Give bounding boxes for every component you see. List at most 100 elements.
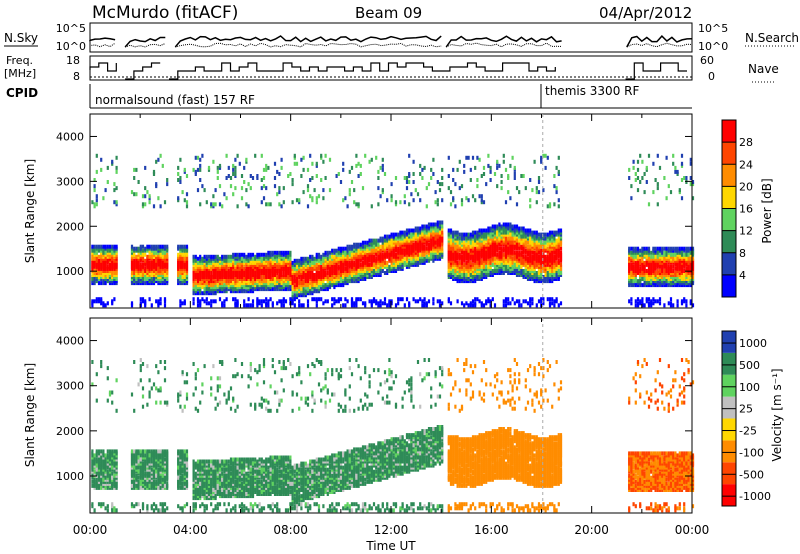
echo-cell — [434, 200, 437, 205]
echo-cell — [665, 196, 668, 201]
echo-cell — [192, 289, 195, 294]
echo-cell — [452, 167, 455, 172]
echo-cell — [201, 153, 204, 158]
echo-cell — [379, 165, 382, 170]
echo-cell — [476, 250, 479, 255]
echo-cell — [511, 256, 514, 261]
echo-cell — [249, 289, 252, 294]
echo-cell — [139, 262, 142, 267]
echo-cell — [390, 260, 393, 265]
echo-cell — [163, 269, 167, 273]
echo-cell — [291, 260, 294, 265]
echo-cell — [350, 180, 354, 184]
echo-cell — [139, 250, 142, 255]
echo-cell — [245, 279, 248, 284]
echo-cell — [540, 299, 543, 304]
echo-cell — [322, 269, 325, 273]
echo-cell — [509, 260, 512, 265]
echo-cell — [328, 250, 332, 255]
echo-cell — [480, 228, 483, 233]
echo-cell — [97, 254, 101, 259]
echo-cell — [267, 250, 270, 255]
echo-cell — [133, 260, 136, 265]
echo-cell — [106, 269, 109, 273]
echo-cell — [238, 269, 241, 273]
echo-cell — [315, 262, 318, 267]
echo-cell — [526, 256, 530, 261]
echo-cell — [542, 240, 545, 245]
echo-cell — [401, 240, 404, 245]
echo-cell — [201, 260, 204, 265]
echo-cell — [251, 289, 255, 294]
echo-cell — [350, 297, 354, 302]
echo-cell — [425, 246, 428, 251]
echo-cell — [306, 167, 310, 172]
echo-cell — [337, 279, 340, 284]
echo-cell — [359, 269, 362, 273]
echo-cell — [531, 240, 534, 245]
echo-cell — [518, 230, 521, 235]
echo-cell — [460, 232, 464, 237]
echo-cell — [489, 258, 492, 263]
echo-cell — [515, 224, 519, 229]
echo-cell — [234, 269, 237, 273]
echo-cell — [509, 230, 512, 235]
echo-cell — [113, 269, 116, 273]
echo-cell — [526, 250, 530, 255]
echo-cell — [430, 222, 433, 227]
echo-cell — [676, 260, 679, 265]
echo-cell — [273, 262, 277, 267]
echo-cell — [438, 230, 442, 235]
echo-cell — [650, 250, 653, 255]
echo-cell — [535, 279, 538, 284]
echo-cell — [159, 269, 162, 273]
echo-cell — [641, 260, 644, 265]
echo-cell — [500, 240, 503, 245]
echo-cell — [502, 269, 505, 273]
echo-cell — [100, 281, 103, 286]
echo-cell — [97, 260, 101, 265]
echo-cell — [210, 289, 213, 294]
echo-cell — [680, 163, 684, 168]
echo-cell — [674, 279, 677, 284]
echo-cell — [551, 277, 554, 281]
echo-cell — [658, 250, 662, 255]
echo-cell — [388, 234, 391, 239]
echo-cell — [405, 250, 409, 255]
echo-cell — [636, 167, 640, 172]
echo-cell — [265, 252, 268, 257]
echo-cell — [315, 196, 318, 201]
echo-cell — [223, 269, 226, 273]
echo-cell — [194, 172, 197, 176]
echo-cell — [311, 260, 314, 265]
echo-cell — [522, 230, 525, 235]
echo-cell — [273, 269, 277, 273]
echo-cell — [315, 289, 318, 294]
echo-cell — [491, 297, 494, 302]
echo-cell — [311, 289, 314, 294]
echo-cell — [236, 260, 239, 265]
echo-cell — [636, 297, 640, 302]
echo-cell — [210, 254, 213, 259]
echo-cell — [232, 297, 235, 302]
echo-cell — [159, 279, 162, 284]
echo-cell — [634, 246, 637, 251]
echo-cell — [284, 279, 288, 284]
echo-cell — [667, 260, 670, 265]
echo-cell — [309, 178, 312, 182]
echo-cell — [179, 157, 182, 162]
echo-cell — [227, 279, 230, 284]
echo-cell — [106, 301, 109, 306]
echo-cell — [355, 271, 358, 275]
echo-cell — [337, 297, 340, 302]
echo-cell — [115, 250, 118, 255]
echo-cell — [326, 256, 329, 261]
echo-cell — [97, 281, 101, 286]
echo-cell — [346, 260, 349, 265]
echo-cell — [423, 240, 426, 245]
echo-cell — [557, 204, 560, 209]
echo-cell — [353, 301, 356, 306]
echo-cell — [423, 250, 426, 255]
echo-cell — [469, 269, 472, 273]
echo-cell — [185, 279, 189, 284]
